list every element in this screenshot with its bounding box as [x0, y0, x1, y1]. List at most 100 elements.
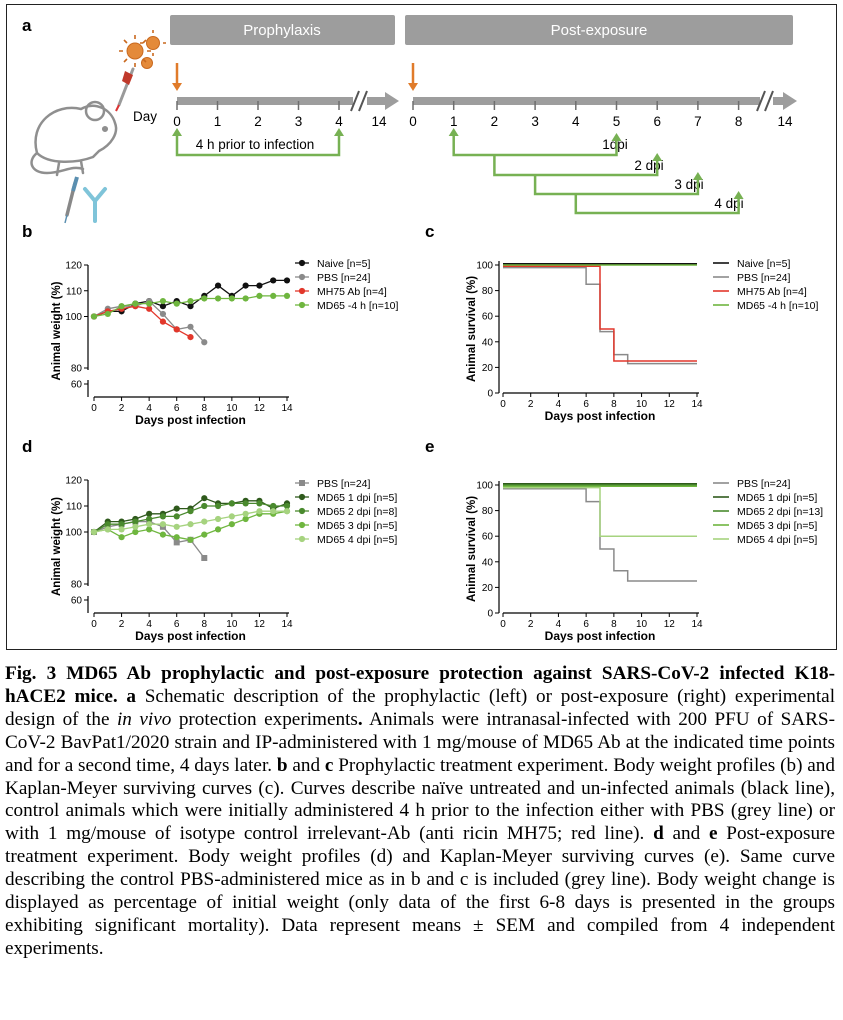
timeline-left-break [350, 90, 368, 112]
legend-label: Naive [n=5] [317, 258, 370, 270]
dpi-label-3: 3 dpi [674, 177, 703, 192]
data-point [90, 528, 98, 536]
header-post-exposure-label: Post-exposure [551, 22, 648, 39]
caption-segment: Post-exposure treatment experiment. Body… [5, 823, 835, 959]
legend-label: Naive [n=5] [737, 258, 790, 270]
data-point [173, 513, 180, 520]
header-prophylaxis-label: Prophylaxis [243, 22, 321, 39]
x-tick-label: 0 [91, 403, 97, 414]
virus-icon [119, 30, 166, 69]
legend-swatch-marker [298, 287, 306, 295]
legend-swatch-marker [298, 535, 306, 543]
interval-label-prophylaxis: 4 h prior to infection [196, 137, 315, 152]
panel-letter-c: c [425, 222, 434, 241]
data-point [270, 508, 277, 515]
legend-label: MD65 4 dpi [n=5] [317, 534, 397, 546]
header-post-exposure [405, 15, 793, 45]
x-tick-label: 0 [500, 399, 506, 410]
x-tick-label: 4 [146, 403, 152, 414]
caption-segment: Animals were intranasal-infected with 20… [5, 708, 835, 776]
data-point [173, 523, 180, 530]
data-point [201, 295, 208, 302]
timeline-tick-label: 0 [173, 114, 181, 129]
x-tick-label: 12 [664, 399, 676, 410]
timeline-tick-label: 14 [371, 114, 387, 129]
x-tick-label: 12 [254, 403, 266, 414]
y-axis-label: Animal survival (%) [466, 496, 478, 602]
x-axis-label: Days post infection [135, 413, 246, 427]
timeline-tick-label: 3 [295, 114, 303, 129]
series-line [503, 488, 697, 582]
y-tick-label: 100 [65, 312, 82, 323]
y-tick-label: 120 [65, 261, 82, 272]
y-tick-label: 100 [65, 528, 82, 539]
data-point [118, 526, 125, 533]
data-point [242, 295, 249, 302]
x-tick-label: 6 [174, 619, 180, 630]
x-axis-label: Days post infection [135, 629, 246, 643]
data-point [214, 515, 222, 523]
timeline-tick-label: 1 [450, 114, 458, 129]
data-point [146, 521, 153, 528]
treatment-arrowhead [448, 128, 459, 136]
treatment-bracket-left [175, 131, 341, 157]
data-point [187, 508, 194, 515]
data-point [270, 277, 277, 284]
timeline-tick-label: 4 [572, 114, 580, 129]
x-tick-label: 8 [611, 399, 617, 410]
infection-arrowhead-left [172, 83, 182, 91]
dpi-label-1: 1dpi [602, 137, 628, 152]
x-tick-label: 6 [583, 619, 589, 630]
legend-label: MD65 -4 h [n=10] [317, 300, 399, 312]
x-tick-label: 4 [146, 619, 152, 630]
data-point [146, 300, 153, 307]
mouse-illustration [30, 100, 118, 177]
data-point [146, 515, 153, 523]
data-point [228, 513, 235, 520]
x-tick-label: 2 [119, 403, 125, 414]
y-axis-label: Animal weight (%) [51, 497, 63, 596]
x-tick-label: 4 [556, 399, 562, 410]
y-tick-label: 100 [476, 261, 493, 272]
legend-label: MD65 4 dpi [n=5] [737, 534, 817, 546]
data-point [283, 508, 291, 515]
legend-label: MD65 2 dpi [n=8] [317, 506, 397, 518]
syringe-icon [64, 176, 79, 224]
timeline-tick-label: 5 [613, 114, 621, 129]
legend-label: MD65 3 dpi [n=5] [737, 520, 817, 532]
caption-segment: b [276, 754, 288, 776]
caption-segment: in vivo [116, 708, 172, 730]
x-axis-label: Days post infection [545, 409, 656, 423]
y-tick-label: 40 [482, 337, 494, 348]
legend-label: MH75 Ab [n=4] [317, 286, 387, 298]
caption-segment: a [126, 685, 137, 707]
data-point [132, 300, 139, 307]
chart-c: 0 2 4 6 8 10 12 14 0 20 40 60 80 100 Days post infecti… [466, 258, 819, 423]
y-tick-label: 110 [66, 502, 82, 513]
caption-segment: and [287, 754, 325, 776]
legend-swatch-marker [298, 259, 306, 267]
data-point [283, 502, 291, 510]
y-axis-label: Animal survival (%) [466, 276, 478, 382]
chart-e: 0 2 4 6 8 10 12 14 0 20 40 60 80 100 Days post infecti… [466, 478, 823, 643]
data-point [270, 502, 277, 510]
timeline-right-bar [413, 97, 760, 105]
data-point [132, 518, 139, 525]
data-point [187, 521, 194, 528]
x-tick-label: 2 [528, 399, 534, 410]
timeline-tick-label: 14 [777, 114, 793, 129]
caption-segment: e [708, 823, 718, 845]
timeline-right-bar-end [773, 97, 785, 105]
legend-label: MD65 3 dpi [n=5] [317, 520, 397, 532]
data-point [228, 500, 235, 507]
timeline-left-bar [177, 97, 353, 105]
y-tick-label: 80 [71, 364, 83, 375]
x-tick-label: 6 [174, 403, 180, 414]
data-point [242, 500, 249, 507]
treatment-arrowhead [334, 128, 344, 136]
data-point [187, 297, 194, 305]
y-tick-label: 80 [482, 506, 494, 517]
data-point [256, 500, 263, 507]
legend-label: PBS [n=24] [737, 272, 790, 284]
dpi-bracket [452, 131, 618, 157]
